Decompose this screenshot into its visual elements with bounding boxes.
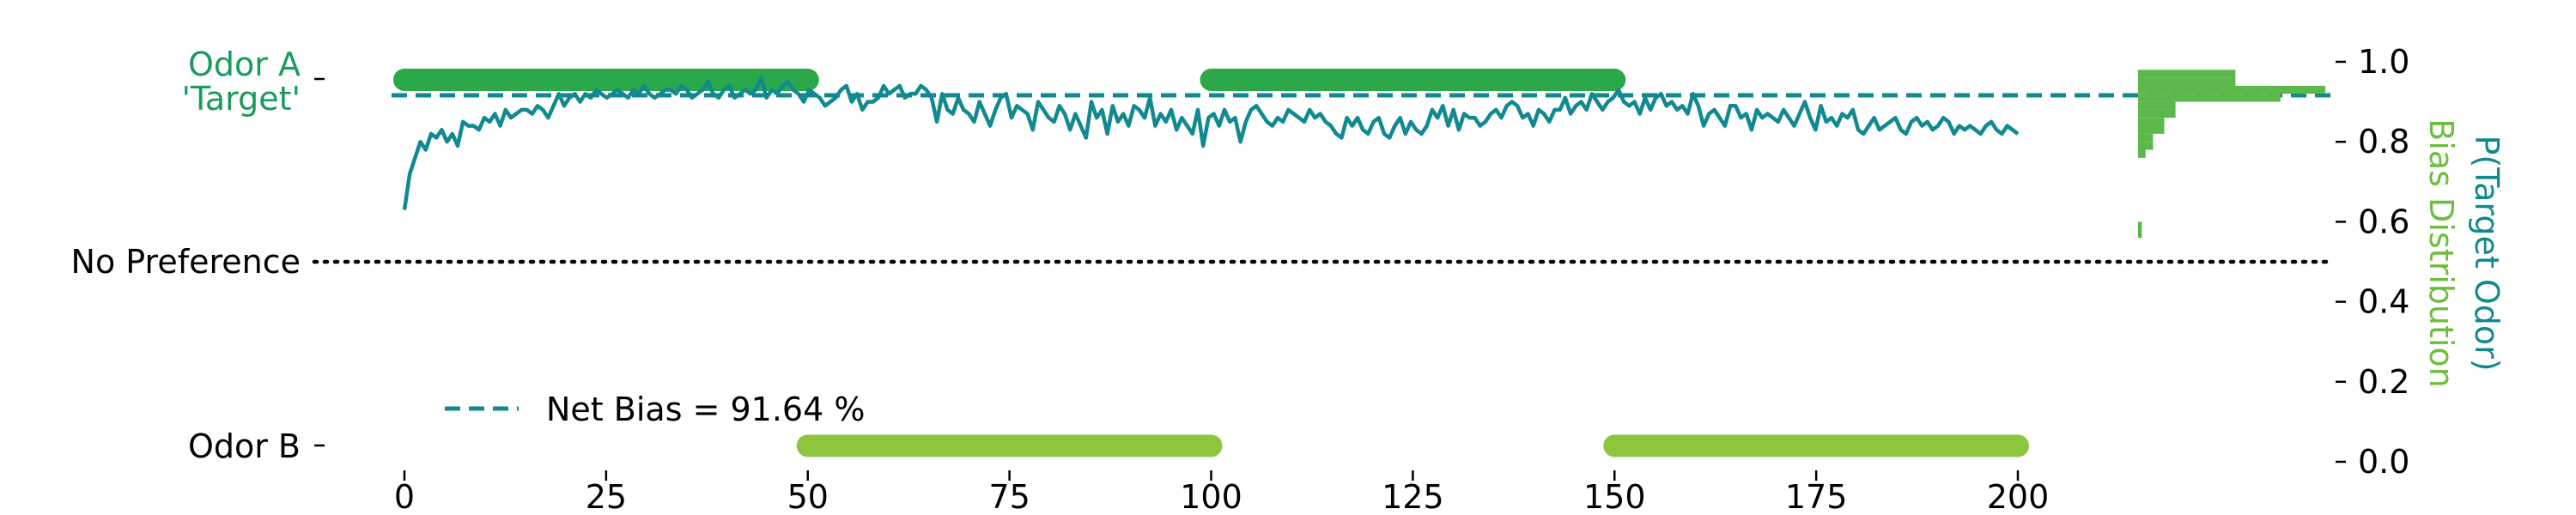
y-tick-label-4: 0.8 — [2358, 123, 2409, 161]
left-labels: Odor A 'Target' No Preference Odor B — [71, 45, 325, 465]
no-preference-label: No Preference — [71, 243, 301, 281]
x-tick-label-150: 150 — [1583, 478, 1646, 515]
x-tick-label-25: 25 — [586, 478, 627, 515]
right-y-axis: 0.0 0.2 0.4 0.6 0.8 1.0 — [2336, 43, 2409, 481]
odor-a-label-line2: 'Target' — [182, 80, 301, 118]
x-axis: 0 25 50 75 100 125 150 175 200 — [394, 470, 2049, 515]
y-label-p-target: P(Target Odor) — [2468, 135, 2506, 371]
x-tick-label-125: 125 — [1382, 478, 1444, 515]
y-tick-label-1: 0.2 — [2358, 363, 2409, 401]
histogram-bar-9 — [2138, 94, 2281, 102]
histogram-bar-5 — [2138, 125, 2165, 134]
histogram-bar-0 — [2138, 229, 2142, 239]
odor-b-label: Odor B — [188, 427, 301, 465]
x-tick-label-50: 50 — [787, 478, 829, 515]
histogram-bar-11 — [2138, 77, 2236, 86]
y-tick-label-2: 0.4 — [2358, 283, 2409, 321]
histogram-bar-1 — [2138, 221, 2142, 230]
legend: Net Bias = 91.64 % — [445, 391, 865, 428]
legend-label: Net Bias = 91.64 % — [546, 391, 865, 428]
y-tick-label-3: 0.6 — [2358, 203, 2409, 240]
histogram-bar-10 — [2138, 85, 2325, 94]
x-tick-label-0: 0 — [394, 478, 415, 515]
histogram-bar-8 — [2138, 101, 2176, 110]
histogram-bar-7 — [2138, 109, 2176, 118]
odor-a-label-line1: Odor A — [188, 45, 301, 83]
p-target-curve — [402, 76, 2020, 210]
y-label-bias-distribution: Bias Distribution — [2422, 118, 2460, 387]
x-tick-label-75: 75 — [988, 478, 1030, 515]
y-tick-label-0: 0.0 — [2358, 443, 2409, 481]
histogram-bar-2 — [2138, 149, 2146, 158]
histogram-bar-3 — [2138, 142, 2154, 150]
x-tick-label-200: 200 — [1987, 478, 2050, 515]
bias-histogram — [2138, 70, 2325, 239]
x-tick-label-100: 100 — [1180, 478, 1242, 515]
histogram-bar-4 — [2138, 133, 2154, 142]
histogram-bar-6 — [2138, 118, 2165, 126]
x-tick-label-175: 175 — [1785, 478, 1848, 515]
y-tick-label-5: 1.0 — [2358, 43, 2409, 81]
histogram-bar-12 — [2138, 70, 2236, 78]
